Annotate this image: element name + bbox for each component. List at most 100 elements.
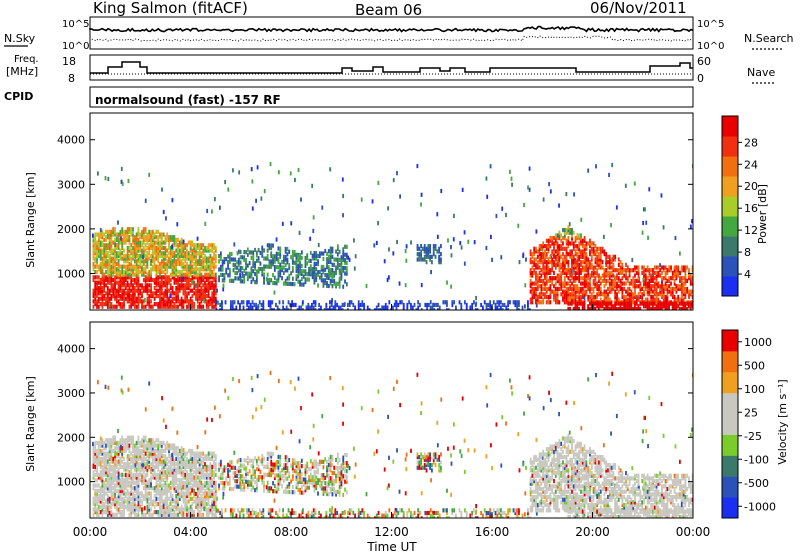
heatmap-cell — [121, 232, 124, 237]
heatmap-cell — [320, 272, 323, 278]
heatmap-cell — [616, 268, 618, 273]
heatmap-cell — [614, 278, 617, 284]
heatmap-cell — [633, 304, 636, 309]
heatmap-cell — [196, 272, 199, 277]
heatmap-cell — [162, 499, 165, 504]
heatmap-cell — [121, 227, 124, 232]
heatmap-cell — [529, 300, 532, 305]
heatmap-cell — [155, 483, 158, 488]
heatmap-cell — [177, 299, 179, 304]
heatmap-cell — [308, 277, 310, 282]
heatmap-cell — [160, 288, 163, 293]
heatmap-cell — [680, 281, 683, 286]
heatmap-cell — [168, 243, 170, 248]
heatmap-cell — [106, 504, 109, 509]
heatmap-cell — [327, 265, 330, 270]
heatmap-cell — [144, 451, 147, 456]
heatmap-cell — [657, 273, 660, 278]
heatmap-cell — [141, 464, 143, 469]
heatmap-cell — [124, 472, 127, 477]
heatmap-cell — [135, 261, 138, 267]
heatmap-cell — [166, 299, 169, 304]
heatmap-cell — [432, 249, 435, 254]
heatmap-cell — [173, 237, 176, 242]
heatmap-cell — [538, 292, 541, 297]
heatmap-cell — [105, 259, 107, 264]
heatmap-cell — [567, 292, 570, 297]
heatmap-cell — [571, 276, 573, 281]
heatmap-cell — [569, 241, 572, 246]
heatmap-cell — [184, 467, 187, 472]
heatmap-cell — [157, 237, 160, 242]
heatmap-cell — [110, 446, 113, 451]
heatmap-cell — [108, 267, 111, 272]
heatmap-cell — [589, 286, 591, 292]
heatmap-cell — [302, 269, 305, 274]
heatmap-cell — [312, 300, 315, 305]
heatmap-cell — [195, 275, 197, 280]
heatmap-cell — [115, 304, 118, 309]
heatmap-cell — [207, 285, 210, 291]
heatmap-cell — [159, 448, 161, 454]
heatmap-cell — [293, 249, 296, 255]
heatmap-cell — [153, 235, 156, 240]
heatmap-cell — [338, 268, 341, 273]
heatmap-cell — [132, 232, 134, 237]
heatmap-cell — [133, 512, 136, 517]
heatmap-cell — [558, 244, 561, 249]
heatmap-cell — [124, 478, 127, 483]
heatmap-cell — [132, 507, 134, 512]
heatmap-cell — [535, 278, 537, 284]
heatmap-cell — [155, 283, 158, 288]
heatmap-cell — [554, 281, 557, 286]
heatmap-cell — [309, 305, 312, 310]
heatmap-cell — [146, 253, 149, 259]
heatmap-cell — [628, 294, 631, 300]
heatmap-cell — [121, 267, 124, 272]
heatmap-cell — [164, 299, 167, 304]
heatmap-cell — [279, 249, 282, 254]
heatmap-cell — [662, 225, 665, 230]
heatmap-cell — [148, 232, 151, 237]
heatmap-cell — [162, 264, 165, 269]
heatmap-cell — [195, 464, 197, 469]
heatmap-cell — [173, 462, 176, 467]
heatmap-cell — [184, 496, 187, 501]
heatmap-cell — [110, 301, 113, 307]
heatmap-cell — [193, 256, 196, 261]
heatmap-cell — [524, 283, 527, 288]
heatmap-cell — [146, 272, 149, 277]
heatmap-cell — [117, 510, 120, 515]
heatmap-cell — [168, 261, 170, 267]
heatmap-cell — [112, 232, 115, 237]
heatmap-cell — [94, 456, 97, 462]
heatmap-cell — [119, 438, 122, 443]
heatmap-cell — [99, 248, 102, 253]
heatmap-cell — [99, 494, 102, 499]
heatmap-cell — [209, 272, 212, 277]
heatmap-cell — [157, 443, 160, 448]
heatmap-cell — [121, 304, 124, 309]
heatmap-cell — [139, 454, 142, 459]
heatmap-cell — [135, 448, 138, 454]
heatmap-cell — [261, 253, 264, 258]
heatmap-cell — [153, 440, 156, 446]
heatmap-cell — [123, 512, 125, 517]
heatmap-cell — [679, 284, 681, 289]
heatmap-cell — [281, 268, 283, 273]
heatmap-cell — [119, 272, 122, 277]
heatmap-cell — [599, 257, 602, 262]
heatmap-cell — [286, 246, 289, 252]
heatmap-cell — [535, 265, 537, 270]
heatmap-cell — [117, 507, 120, 512]
heatmap-cell — [92, 299, 95, 304]
heatmap-cell — [664, 294, 667, 300]
heatmap-cell — [606, 304, 609, 309]
heatmap-cell — [589, 278, 591, 284]
heatmap-cell — [112, 288, 115, 293]
heatmap-cell — [648, 281, 651, 286]
heatmap-cell — [630, 301, 633, 306]
heatmap-cell — [507, 302, 510, 308]
heatmap-cell — [162, 454, 165, 459]
heatmap-cell — [137, 435, 140, 440]
